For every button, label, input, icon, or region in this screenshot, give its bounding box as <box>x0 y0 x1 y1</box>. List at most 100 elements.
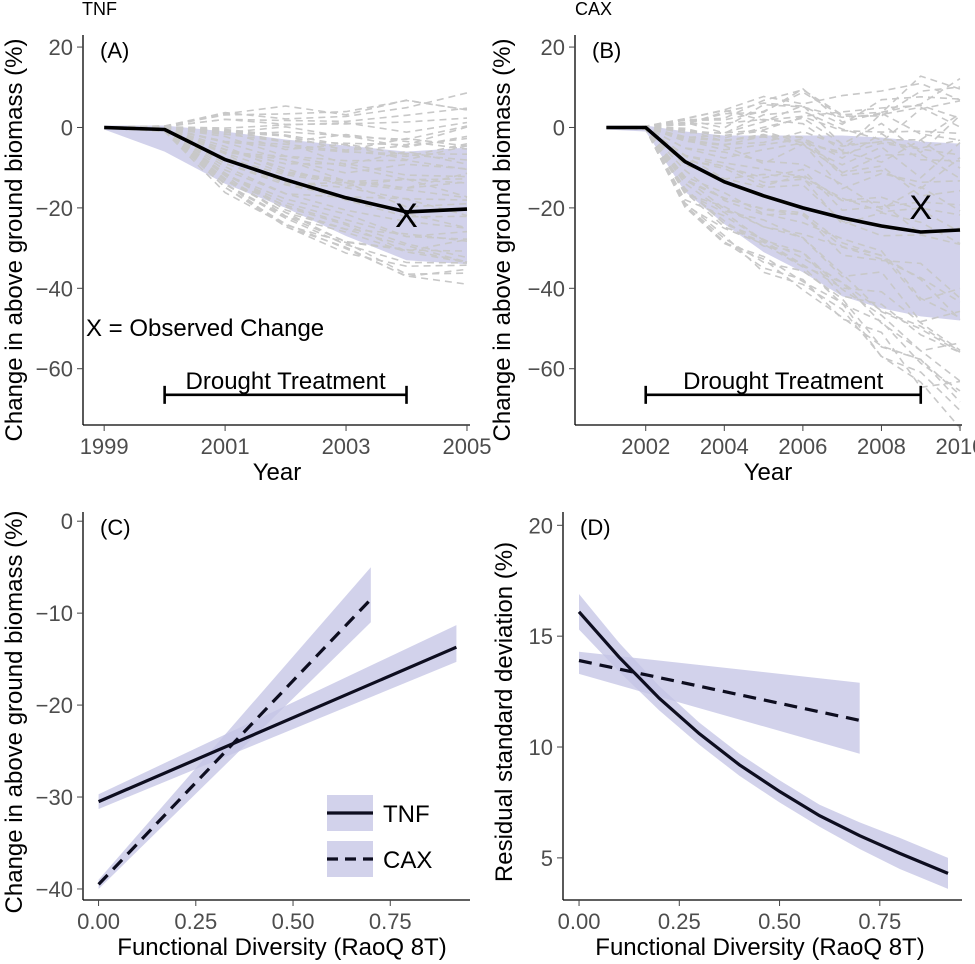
panel-d-x-tick-label: 0.50 <box>758 909 801 934</box>
panel-a-mean-line <box>104 125 468 214</box>
fit-line-cax <box>97 598 372 886</box>
panel-d-x-tick-label: 0.75 <box>858 909 901 934</box>
simulation-line <box>606 103 961 129</box>
simulation-line <box>606 126 961 319</box>
simulation-line <box>606 127 961 403</box>
panel-c-y-tick-label: −40 <box>36 877 73 902</box>
panel-c-x-tick-label: 0.00 <box>77 909 120 934</box>
simulation-line <box>606 86 961 128</box>
band-cax <box>98 567 371 889</box>
panel-b-x-tick-label: 2002 <box>621 434 670 459</box>
simulation-line <box>606 126 961 303</box>
simulation-line <box>606 127 961 429</box>
panel-c: 0.00 0.25 0.50 0.75 0 −10 −20 −30 −40 (C) TNF CA… <box>1 509 470 961</box>
panel-d-ticks: 0.00 0.25 0.50 0.75 20 15 10 5 <box>529 513 902 934</box>
panel-d-line-layer <box>577 610 949 875</box>
simulation-line <box>606 127 961 389</box>
simulation-line <box>606 77 961 128</box>
panel-a-mean-layer <box>104 125 468 214</box>
panel-b-y-tick-label: 0 <box>553 115 565 140</box>
drought-treatment-label: Drought Treatment <box>186 368 386 395</box>
panel-b-y-tick-label: −40 <box>528 276 565 301</box>
legend-label-tnf: TNF <box>383 801 430 828</box>
simulation-line <box>104 92 468 128</box>
panel-b-confidence-band <box>606 125 960 321</box>
simulation-line <box>606 126 961 212</box>
panel-b-site-label: CAX <box>575 0 612 19</box>
fit-line-tnf <box>577 610 949 875</box>
panel-b-x-tick-label: 2006 <box>778 434 827 459</box>
simulation-line <box>606 126 961 216</box>
panel-b-treatment: Drought Treatment <box>644 368 923 404</box>
panel-c-x-tick-label: 0.75 <box>369 909 412 934</box>
fit-line-cax <box>578 658 861 722</box>
panel-b-y-tick-label: 20 <box>541 35 565 60</box>
panel-a-ticks: 1999 2001 2003 2005 20 0 −20 −40 −60 <box>36 35 492 459</box>
panel-b-band-layer <box>606 125 960 321</box>
panel-c-ticks: 0.00 0.25 0.50 0.75 0 −10 −20 −30 −40 <box>36 509 412 934</box>
simulation-line <box>606 127 961 392</box>
simulation-line <box>606 125 961 156</box>
panel-c-y-tick-label: −30 <box>36 785 73 810</box>
panel-c-y-title: Change in above ground biomass (%) <box>1 511 28 914</box>
panel-d-x-tick-label: 0.25 <box>658 909 701 934</box>
panel-b-y-tick-label: −20 <box>528 196 565 221</box>
simulation-line <box>606 125 961 149</box>
simulation-line <box>606 127 961 354</box>
observed-marker: X <box>395 197 418 235</box>
simulation-line <box>606 127 961 411</box>
panel-b-x-tick-label: 2008 <box>857 434 906 459</box>
simulation-line <box>104 99 468 128</box>
simulation-line <box>606 127 961 396</box>
simulation-line <box>606 110 961 141</box>
simulation-line <box>606 95 961 128</box>
panel-d-x-title: Functional Diversity (RaoQ 8T) <box>595 934 924 961</box>
panel-b-x-title: Year <box>744 459 793 486</box>
simulation-line <box>606 104 961 128</box>
observed-marker: X <box>909 189 932 227</box>
panel-d-y-tick-label: 15 <box>529 624 553 649</box>
panel-a-y-tick-label: 20 <box>49 35 73 60</box>
panel-a-x-tick-label: 2003 <box>322 434 371 459</box>
simulation-line <box>606 125 961 169</box>
panel-c-x-tick-label: 0.25 <box>174 909 217 934</box>
panel-b: CAX 2002 2004 2006 2008 2010 20 0 −20 −40 −60 (B)… <box>489 0 975 486</box>
panel-d-y-tick-label: 5 <box>541 846 553 871</box>
panel-d-x-tick-label: 0.00 <box>558 909 601 934</box>
panel-a-treatment: Drought Treatment <box>163 368 408 404</box>
band-tnf <box>579 594 948 889</box>
panel-c-y-tick-label: 0 <box>61 509 73 534</box>
panel-b-y-title: Change in above ground biomass (%) <box>489 39 516 442</box>
simulation-line <box>606 126 961 323</box>
drought-treatment-label: Drought Treatment <box>683 368 883 395</box>
panel-a-label: (A) <box>100 38 129 63</box>
panel-a-x-tick-label: 1999 <box>80 434 129 459</box>
panel-a-y-title: Change in above ground biomass (%) <box>1 39 28 442</box>
panel-b-mean-line <box>606 125 961 234</box>
panel-a-x-title: Year <box>253 459 302 486</box>
panel-c-y-tick-label: −20 <box>36 693 73 718</box>
panel-a: TNF 1999 2001 2003 2005 20 0 −20 −40 −60 (A) X =… <box>1 0 491 486</box>
simulation-line <box>606 114 961 154</box>
panel-b-label: (B) <box>592 38 621 63</box>
panel-a-x-tick-label: 2005 <box>443 434 492 459</box>
legend-label-cax: CAX <box>383 847 432 874</box>
panel-c-line-layer <box>97 598 458 886</box>
panel-c-label: (C) <box>100 515 131 540</box>
panel-d-label: (D) <box>580 515 611 540</box>
simulation-line <box>606 82 961 128</box>
panel-b-x-tick-label: 2004 <box>700 434 749 459</box>
panel-d-band-layer <box>579 594 948 889</box>
panel-a-y-tick-label: −40 <box>36 276 73 301</box>
panel-d: 0.00 0.25 0.50 0.75 20 15 10 5 (D) Functional D… <box>491 512 962 961</box>
panel-c-x-tick-label: 0.50 <box>272 909 315 934</box>
panel-a-y-tick-label: −20 <box>36 196 73 221</box>
panel-c-x-title: Functional Diversity (RaoQ 8T) <box>117 934 446 961</box>
panel-c-y-tick-label: −10 <box>36 601 73 626</box>
panel-a-x-tick-label: 2001 <box>201 434 250 459</box>
simulation-line <box>606 127 961 382</box>
legend: TNF CAX <box>327 795 432 877</box>
panel-a-site-label: TNF <box>82 0 117 19</box>
band-cax <box>579 651 860 754</box>
